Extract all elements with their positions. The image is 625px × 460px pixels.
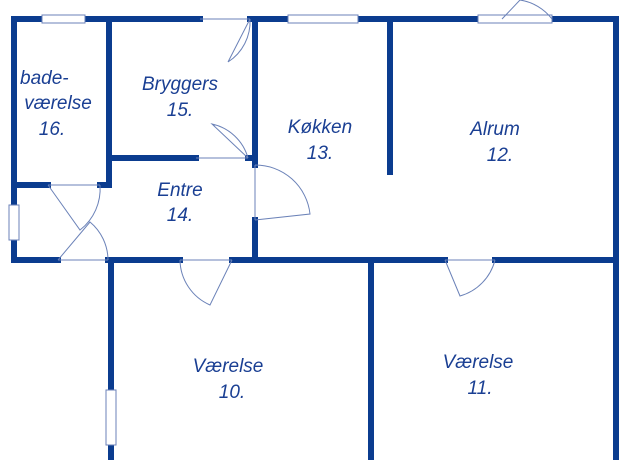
room-label: Værelse bbox=[193, 356, 264, 377]
room-number: 14. bbox=[167, 205, 193, 226]
room-number: 10. bbox=[219, 382, 245, 403]
room-label: Værelse bbox=[443, 352, 514, 373]
room-labels: bade- værelse 16. Bryggers 15. Køkken 13… bbox=[20, 68, 520, 403]
room-number: 15. bbox=[167, 100, 193, 121]
room-number: 13. bbox=[307, 143, 333, 164]
windows bbox=[8, 14, 553, 446]
room-label: Entre bbox=[157, 180, 202, 201]
room-number: 12. bbox=[487, 145, 513, 166]
room-label: Køkken bbox=[288, 117, 352, 138]
walls bbox=[11, 16, 619, 460]
room-number: 16. bbox=[39, 119, 65, 140]
room-number: 11. bbox=[467, 378, 492, 399]
room-label: Bryggers bbox=[142, 74, 219, 95]
room-label: bade- bbox=[20, 68, 69, 89]
doors bbox=[47, 0, 553, 306]
room-label: værelse bbox=[24, 93, 92, 114]
room-label: Alrum bbox=[469, 119, 520, 140]
